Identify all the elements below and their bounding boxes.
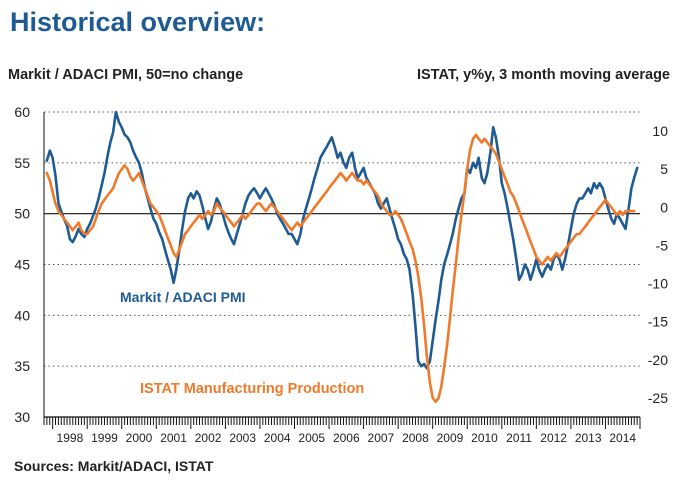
series-line-istat — [45, 133, 636, 404]
x-tick-label: 2004 — [264, 431, 291, 445]
left-tick-label: 55 — [14, 155, 30, 171]
annotation-pmi: Markit / ADACI PMI — [120, 289, 246, 305]
right-tick-label: 0 — [660, 199, 668, 215]
right-tick-label: -25 — [648, 390, 668, 406]
x-tick-label: 2010 — [471, 431, 498, 445]
right-tick-label: 5 — [660, 161, 668, 177]
left-tick-label: 30 — [14, 409, 30, 425]
x-tick-label: 2009 — [437, 431, 464, 445]
heading: Historical overview: — [10, 7, 265, 37]
source-note: Sources: Markit/ADACI, ISTAT — [14, 458, 214, 474]
right-tick-label: -10 — [648, 276, 668, 292]
axes — [43, 112, 640, 418]
left-axis-title: Markit / ADACI PMI, 50=no change — [8, 67, 243, 83]
x-tick-label: 2000 — [126, 431, 153, 445]
right-tick-label: -15 — [648, 314, 668, 330]
right-axis-ticks: -25 -20 -15 -10 -5 0 5 10 — [648, 123, 668, 406]
gridlines — [44, 111, 640, 367]
left-tick-label: 40 — [14, 307, 30, 323]
x-tick-label: 2006 — [333, 431, 360, 445]
x-tick-label: 1998 — [57, 431, 84, 445]
left-tick-label: 45 — [14, 257, 30, 273]
x-tick-label: 2013 — [575, 431, 602, 445]
x-tick-label: 2008 — [402, 431, 429, 445]
annotation-istat: ISTAT Manufacturing Production — [140, 381, 364, 397]
x-tick-label: 2002 — [195, 431, 222, 445]
x-tick-label: 2003 — [229, 431, 256, 445]
x-tick-label: 2005 — [298, 431, 325, 445]
x-tick-label: 2014 — [609, 431, 636, 445]
left-tick-label: 35 — [14, 358, 30, 374]
x-tick-label: 2001 — [160, 431, 187, 445]
x-tick-label: 2011 — [506, 431, 532, 445]
left-axis-ticks: 30 35 40 45 50 55 60 — [14, 104, 30, 425]
right-axis-title: ISTAT, y%y, 3 month moving average — [417, 67, 670, 83]
left-tick-label: 60 — [14, 104, 30, 120]
series-line-pmi — [45, 110, 639, 370]
left-tick-label: 50 — [14, 206, 30, 222]
series-layer — [45, 110, 639, 404]
x-axis-ticks: 1998 1999 2000 2001 2002 2003 2004 2005 2006 2007… — [43, 417, 641, 445]
x-tick-label: 2012 — [540, 431, 567, 445]
right-tick-label: 10 — [652, 123, 668, 139]
right-tick-label: -20 — [648, 352, 668, 368]
x-tick-label: 2007 — [368, 431, 395, 445]
right-tick-label: -5 — [656, 237, 669, 253]
x-tick-label: 1999 — [91, 431, 118, 445]
